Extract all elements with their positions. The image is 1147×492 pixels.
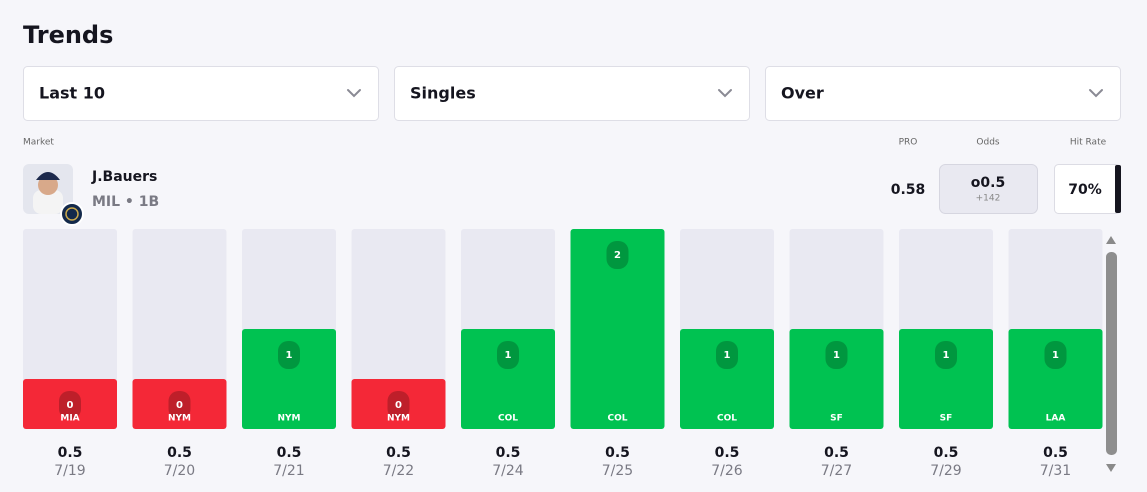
- line-label: 0.5: [605, 445, 630, 461]
- filter-dropdown[interactable]: [765, 66, 1121, 121]
- scrollbar[interactable]: [1106, 236, 1117, 472]
- player-team: MIL • 1B: [92, 194, 159, 210]
- value-label: 1: [724, 350, 731, 361]
- bar: [132, 379, 227, 429]
- opponent-label: NYM: [168, 414, 191, 424]
- line-label: 0.5: [715, 445, 740, 461]
- title: Trends: [23, 21, 113, 49]
- opponent-label: COL: [717, 414, 737, 424]
- value-pill: [497, 341, 519, 369]
- value-label: 1: [943, 350, 950, 361]
- value-pill: [716, 341, 738, 369]
- line-label: 0.5: [58, 445, 83, 461]
- bar: [1008, 329, 1103, 429]
- opponent-label: NYM: [387, 414, 410, 424]
- date-label: 7/31: [1040, 463, 1071, 479]
- date-label: 7/22: [383, 463, 414, 479]
- bar: [461, 329, 555, 429]
- date-label: 7/20: [164, 463, 195, 479]
- filter-dropdown[interactable]: [394, 66, 750, 121]
- date-label: 7/25: [602, 463, 633, 479]
- filter-label: Singles: [410, 84, 476, 103]
- value-label: 1: [1052, 350, 1059, 361]
- date-label: 7/26: [711, 463, 743, 479]
- opponent-label: MIA: [60, 414, 79, 424]
- opponent-label: NYM: [277, 414, 300, 424]
- dropdown-chevron: [1089, 89, 1103, 98]
- date-label: 7/21: [273, 463, 304, 479]
- odds-price: +142: [976, 194, 1001, 204]
- dropdown-chevron: [347, 89, 361, 98]
- value-pill: [1044, 341, 1067, 369]
- date-label: 7/27: [821, 463, 852, 479]
- date-label: 7/19: [54, 463, 85, 479]
- bar: [899, 329, 993, 429]
- value-label: 1: [286, 350, 293, 361]
- player-avatar: [23, 164, 84, 226]
- line-label: 0.5: [1043, 445, 1068, 461]
- value-label: 2: [614, 250, 621, 261]
- line-label: 0.5: [386, 445, 411, 461]
- date-label: 7/29: [930, 463, 961, 479]
- value-pill: [606, 241, 629, 269]
- dropdown-chevron: [718, 89, 732, 98]
- line-label: 0.5: [934, 445, 959, 461]
- pro-value: 0.58: [891, 182, 926, 198]
- player-name: J.Bauers: [91, 169, 157, 185]
- value-pill: [168, 391, 191, 419]
- opponent-label: SF: [940, 414, 953, 424]
- line-label: 0.5: [496, 445, 521, 461]
- bar: [23, 379, 117, 429]
- value-pill: [59, 391, 81, 419]
- bar: [570, 229, 665, 429]
- value-pill: [387, 391, 410, 419]
- hit-rate: 70%: [1068, 182, 1102, 198]
- filter-label: Last 10: [39, 84, 105, 103]
- column-label: Odds: [976, 138, 1000, 148]
- bar: [789, 329, 884, 429]
- date-label: 7/24: [492, 463, 524, 479]
- value-label: 0: [67, 400, 74, 411]
- column-label: Market: [23, 138, 54, 148]
- filter-label: Over: [781, 84, 824, 103]
- value-label: 0: [395, 400, 402, 411]
- bar: [242, 329, 336, 429]
- filter-dropdown[interactable]: [23, 66, 379, 121]
- value-label: 1: [833, 350, 840, 361]
- odds-box[interactable]: [939, 164, 1038, 214]
- opponent-label: COL: [498, 414, 518, 424]
- line-label: 0.5: [277, 445, 302, 461]
- line-label: 0.5: [167, 445, 192, 461]
- line-label: 0.5: [824, 445, 849, 461]
- odds-line: o0.5: [971, 175, 1005, 191]
- value-label: 0: [176, 400, 183, 411]
- value-pill: [935, 341, 957, 369]
- value-label: 1: [505, 350, 512, 361]
- opponent-label: COL: [608, 414, 628, 424]
- hit-rate-accent: [1115, 165, 1121, 213]
- column-label: Hit Rate: [1070, 138, 1107, 148]
- column-label: PRO: [899, 138, 918, 148]
- value-pill: [825, 341, 848, 369]
- bar: [351, 379, 446, 429]
- opponent-label: SF: [830, 414, 843, 424]
- value-pill: [278, 341, 300, 369]
- bar: [680, 329, 774, 429]
- opponent-label: LAA: [1046, 414, 1066, 424]
